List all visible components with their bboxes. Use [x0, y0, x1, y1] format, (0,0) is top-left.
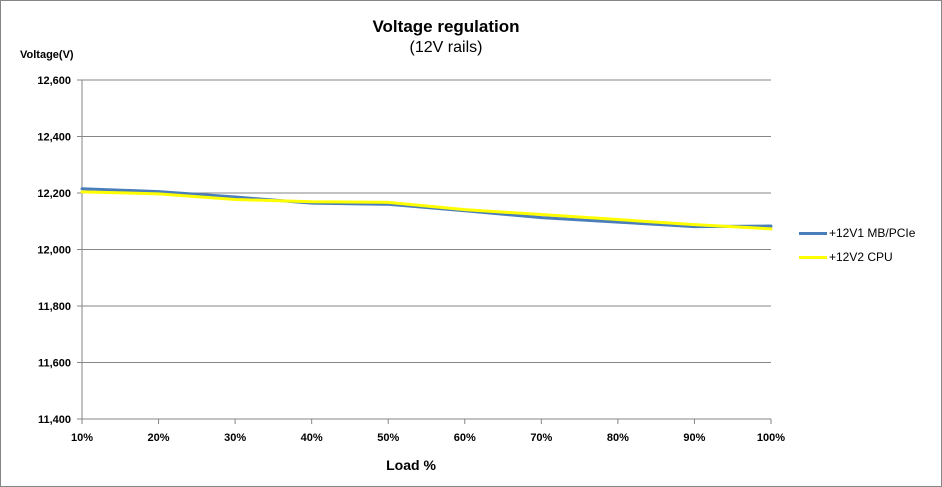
- legend-swatch-series-2: [799, 255, 827, 259]
- y-tick-label: 12,200: [37, 188, 71, 200]
- x-tick-label: 20%: [148, 432, 170, 444]
- legend: +12V1 MB/PCIe +12V2 CPU: [799, 221, 915, 269]
- y-tick-label: 12,600: [37, 75, 71, 87]
- y-tick-label: 11,600: [38, 358, 71, 370]
- series-line-1: [80, 187, 773, 229]
- legend-label-series-2: +12V2 CPU: [829, 250, 893, 264]
- legend-swatch-series-1: [799, 231, 827, 235]
- x-tick-label: 40%: [301, 432, 323, 444]
- y-tick-label: 12,000: [37, 245, 71, 257]
- x-tick-label: 100%: [757, 432, 785, 444]
- legend-item-series-1: +12V1 MB/PCIe: [799, 221, 915, 245]
- x-tick-label: 80%: [607, 432, 629, 444]
- gridlines: [82, 79, 771, 363]
- x-tick-label: 30%: [224, 432, 246, 444]
- series-line-2: [80, 190, 773, 231]
- x-axis-title: Load %: [386, 457, 436, 473]
- y-tick-label: 11,400: [38, 414, 71, 426]
- y-tick-label: 12,400: [37, 132, 71, 144]
- chart-title: Voltage regulation: [372, 17, 520, 36]
- legend-item-series-2: +12V2 CPU: [799, 245, 915, 269]
- x-tick-label: 10%: [71, 432, 93, 444]
- series-lines: [80, 187, 773, 231]
- axes: [77, 79, 772, 424]
- x-tick-label: 90%: [683, 432, 705, 444]
- chart-subtitle: (12V rails): [409, 39, 483, 56]
- x-tick-label: 50%: [377, 432, 399, 444]
- legend-label-series-1: +12V1 MB/PCIe: [829, 226, 916, 240]
- x-tick-label: 70%: [530, 432, 552, 444]
- x-tick-label: 60%: [454, 432, 476, 444]
- y-axis-title: Voltage(V): [20, 49, 74, 61]
- x-tick-labels: 10% 20% 30% 40% 50% 60% 70% 80% 90% 100%: [71, 432, 785, 444]
- y-tick-label: 11,800: [38, 301, 71, 313]
- y-tick-labels: 11,400 11,600 11,800 12,000 12,200 12,400 12,6…: [37, 75, 71, 426]
